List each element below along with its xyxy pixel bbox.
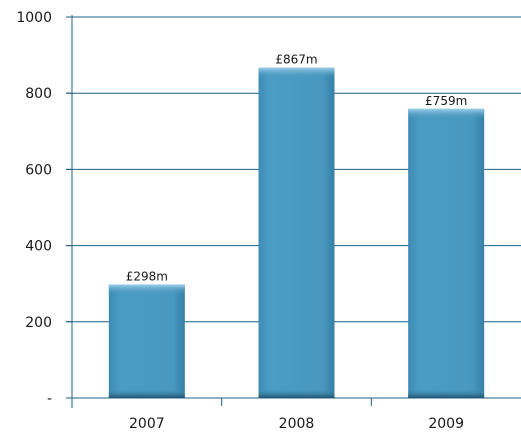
x-tick-label: 2007	[129, 416, 165, 432]
bar-2007	[108, 284, 185, 398]
y-tick-label: 1000	[16, 10, 52, 26]
bar-2008	[258, 67, 335, 398]
bar-body	[408, 108, 485, 399]
bar-body	[108, 284, 185, 398]
bars	[108, 67, 485, 399]
bar-shadow	[408, 389, 485, 398]
bar-2009	[408, 108, 485, 399]
bar-shadow	[108, 389, 185, 398]
y-tick-label: -	[47, 391, 52, 407]
bar-highlight	[108, 284, 185, 295]
bar-highlight	[408, 108, 485, 119]
y-tick-label: 600	[25, 162, 52, 178]
axes	[66, 15, 521, 408]
bar-highlight	[258, 67, 335, 78]
bar-shadow	[258, 389, 335, 398]
bar-body	[258, 67, 335, 398]
x-tick-label: 2009	[428, 416, 464, 432]
y-tick-label: 200	[25, 315, 52, 331]
x-tick-label: 2008	[279, 416, 315, 432]
data-label: £759m	[425, 94, 467, 108]
data-label: £298m	[126, 269, 168, 283]
data-label: £867m	[275, 53, 317, 67]
y-tick-label: 400	[25, 239, 52, 255]
labels: - 200 400 600 800 1000 £298m 2007 £867m 2008 £759m…	[16, 10, 467, 432]
y-tick-label: 800	[25, 86, 52, 102]
